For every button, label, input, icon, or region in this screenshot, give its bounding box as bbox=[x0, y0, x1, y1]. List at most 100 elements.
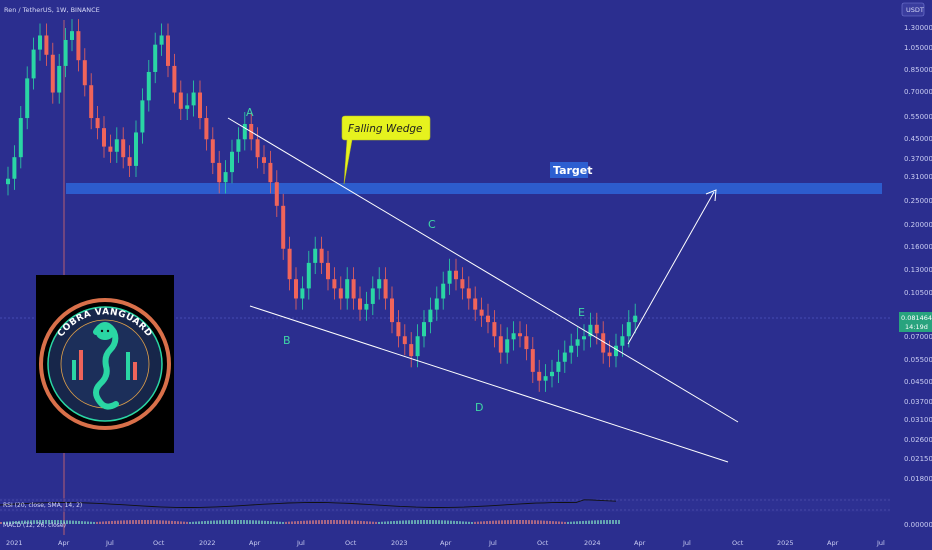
macd-bar bbox=[447, 520, 449, 524]
macd-bar bbox=[81, 521, 83, 524]
currency-button[interactable]: USDT bbox=[901, 2, 925, 17]
time-tick: Apr bbox=[634, 539, 646, 547]
macd-bar bbox=[393, 520, 395, 524]
candle-body bbox=[255, 139, 260, 158]
macd-bar bbox=[36, 520, 38, 524]
macd-bar bbox=[0, 522, 2, 524]
macd-bar bbox=[510, 520, 512, 524]
macd-bar bbox=[12, 521, 14, 524]
target-arrow[interactable] bbox=[627, 191, 715, 345]
macd-bar bbox=[534, 520, 536, 524]
macd-bar bbox=[138, 520, 140, 524]
macd-bar bbox=[210, 520, 212, 524]
macd-bar bbox=[294, 521, 296, 524]
candle-body bbox=[44, 35, 49, 55]
target-callout[interactable]: Target bbox=[550, 162, 593, 178]
wedge-upper-line[interactable] bbox=[227, 117, 739, 423]
candle-body bbox=[409, 344, 414, 357]
macd-bar bbox=[501, 520, 503, 524]
candle-body bbox=[358, 298, 362, 310]
candle-body bbox=[134, 132, 138, 166]
macd-bar bbox=[315, 520, 317, 524]
macd-bar bbox=[591, 520, 593, 524]
candle-body bbox=[242, 123, 247, 140]
candle-body bbox=[492, 322, 497, 337]
candle-body bbox=[178, 92, 183, 109]
current-price-badge[interactable]: 0.081464 14:19d bbox=[899, 312, 932, 332]
macd-bar bbox=[87, 521, 89, 524]
macd-bar bbox=[96, 521, 98, 524]
macd-bar bbox=[30, 520, 32, 524]
time-tick: Jul bbox=[105, 539, 114, 547]
macd-bar bbox=[84, 521, 86, 524]
candle-body bbox=[70, 31, 74, 40]
falling-wedge-callout[interactable]: Falling Wedge bbox=[341, 115, 431, 185]
candle-body bbox=[370, 288, 375, 304]
macd-bar bbox=[417, 520, 419, 524]
macd-bar bbox=[327, 520, 329, 524]
macd-bar bbox=[21, 520, 23, 524]
macd-bar bbox=[462, 521, 464, 524]
macd-pane[interactable]: MACD (12, 26, close) bbox=[0, 520, 620, 529]
macd-bar bbox=[474, 521, 476, 524]
macd-bar bbox=[357, 520, 359, 524]
macd-bar bbox=[186, 521, 188, 524]
macd-bar bbox=[543, 520, 545, 524]
macd-bar bbox=[378, 521, 380, 524]
macd-bar bbox=[519, 520, 521, 524]
candle-body bbox=[511, 333, 516, 340]
current-price-value: 0.081464 bbox=[901, 314, 932, 322]
macd-bar bbox=[117, 520, 119, 524]
macd-bar bbox=[513, 520, 515, 524]
candle-body bbox=[185, 105, 190, 109]
macd-bar bbox=[45, 520, 47, 524]
time-tick: Jul bbox=[488, 539, 497, 547]
macd-bar bbox=[201, 521, 203, 524]
time-axis[interactable]: 2021 Apr Jul Oct 2022 Apr Jul Oct 2023 A… bbox=[6, 539, 885, 547]
wedge-lower-line[interactable] bbox=[249, 305, 729, 463]
macd-bar bbox=[237, 520, 239, 524]
target-zone[interactable] bbox=[66, 183, 882, 194]
macd-bar bbox=[102, 521, 104, 524]
candle-body bbox=[390, 298, 394, 323]
symbol-title[interactable]: Ren / TetherUS, 1W, BINANCE bbox=[4, 6, 100, 14]
macd-bar bbox=[309, 520, 311, 524]
candle-body bbox=[556, 361, 561, 372]
macd-bar bbox=[255, 520, 257, 524]
macd-bar bbox=[306, 520, 308, 524]
candle-body bbox=[114, 139, 119, 152]
macd-bar bbox=[78, 520, 80, 524]
macd-bar bbox=[471, 521, 473, 524]
macd-bar bbox=[195, 521, 197, 524]
macd-bar bbox=[120, 520, 122, 524]
candle-body bbox=[281, 205, 286, 249]
rsi-pane[interactable]: RSI (20, close, SMA, 14, 2) bbox=[0, 498, 890, 512]
time-tick: Apr bbox=[827, 539, 839, 547]
macd-bar bbox=[528, 520, 530, 524]
rsi-line bbox=[0, 499, 617, 508]
macd-bar bbox=[291, 521, 293, 524]
macd-bar bbox=[318, 520, 320, 524]
macd-bar bbox=[468, 521, 470, 524]
macd-bar bbox=[480, 521, 482, 524]
candle-body bbox=[95, 118, 100, 129]
candle-body bbox=[210, 139, 215, 163]
target-label: Target bbox=[553, 164, 593, 177]
macd-bar bbox=[129, 520, 131, 524]
candle-body bbox=[102, 128, 106, 147]
candle-body bbox=[319, 248, 324, 263]
candle-body bbox=[486, 315, 490, 323]
time-tick: Jul bbox=[876, 539, 885, 547]
candle-body bbox=[12, 157, 17, 179]
macd-bar bbox=[282, 521, 284, 524]
candle-body bbox=[383, 279, 388, 299]
macd-bar bbox=[51, 520, 53, 524]
time-tick: 2025 bbox=[777, 539, 794, 547]
candle-body bbox=[223, 172, 228, 183]
